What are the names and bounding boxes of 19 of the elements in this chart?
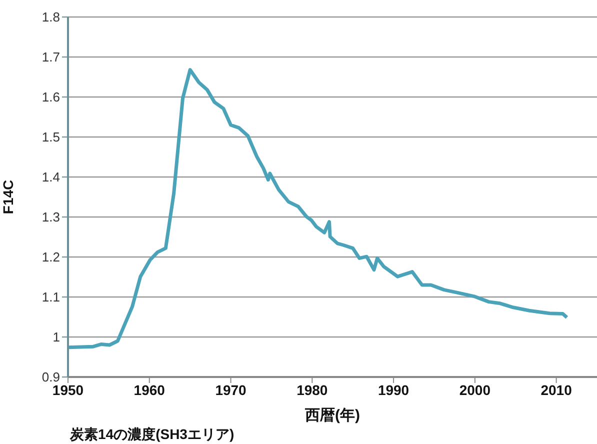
y-axis-title: F14C (0, 180, 16, 214)
y-tick-label: 1.8 (42, 10, 60, 25)
y-tick-label: 1.7 (42, 50, 60, 65)
x-tick-label: 1960 (134, 382, 166, 398)
x-axis-title: 西暦(年) (304, 407, 360, 424)
y-tick-label: 1.4 (42, 170, 60, 185)
text: 炭素14の濃度(SH3エリア) (70, 426, 234, 444)
y-tick-label: 1 (52, 330, 60, 345)
x-tick-label: 2000 (459, 382, 491, 398)
y-tick-label: 1.3 (42, 210, 60, 225)
y-tick-label: 1.1 (42, 290, 60, 305)
x-tick-label: 1980 (296, 382, 328, 398)
x-tick-label: 1990 (378, 382, 410, 398)
y-tick-label: 1.2 (42, 250, 60, 265)
line-series (68, 68, 569, 350)
x-tick-label: 1970 (215, 382, 247, 398)
y-tick-label: 1.6 (42, 90, 60, 105)
x-tick-label: 2010 (540, 382, 572, 398)
y-tick-label: 1.5 (42, 130, 60, 145)
